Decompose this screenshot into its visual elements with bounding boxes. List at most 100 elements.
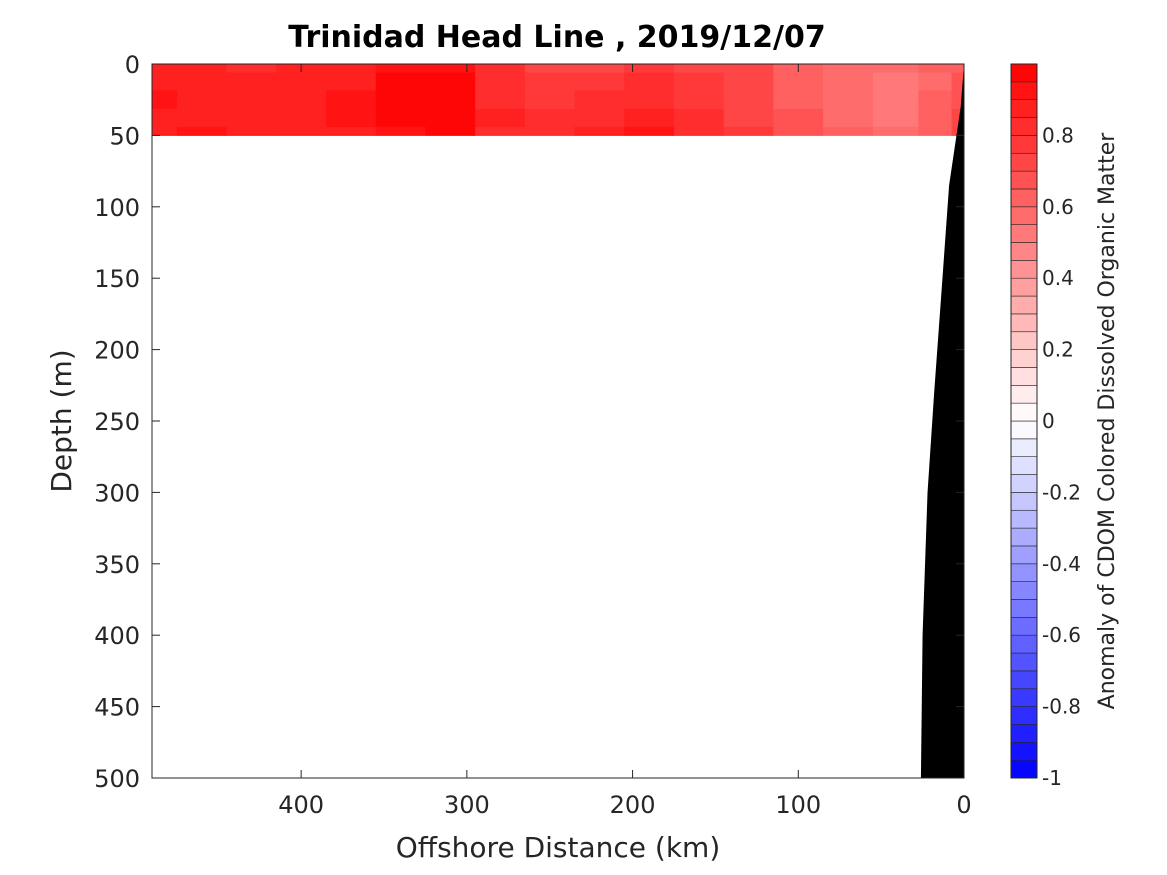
colorbar-level <box>1010 260 1038 279</box>
field-cell <box>524 72 576 91</box>
field-cell <box>176 72 228 91</box>
field-cell <box>475 64 526 74</box>
field-cell <box>524 126 576 136</box>
colorbar-level <box>1010 63 1038 83</box>
field-cell <box>674 126 725 136</box>
bathymetry-seafloor <box>920 64 964 778</box>
colorbar-level <box>1010 420 1038 440</box>
field-cell <box>176 126 228 136</box>
field-cell <box>524 90 576 110</box>
field-cell <box>918 72 953 91</box>
y-tick-label: 500 <box>94 765 140 793</box>
field-cell <box>524 108 576 128</box>
plot-area <box>151 63 965 779</box>
colorbar-level <box>1010 545 1038 565</box>
plot-background <box>152 64 964 778</box>
field-cell <box>425 126 476 136</box>
field-cell <box>872 126 919 136</box>
field-cell <box>951 64 965 74</box>
chart-title: Trinidad Head Line , 2019/12/07 <box>288 20 825 55</box>
colorbar-label: Anomaly of CDOM Colored Dissolved Organi… <box>1095 132 1120 710</box>
field-cell <box>723 108 774 128</box>
field-cell <box>276 126 327 136</box>
field-cell <box>674 108 725 128</box>
colorbar-tick-label: 0.2 <box>1042 338 1074 362</box>
colorbar-level <box>1010 724 1038 743</box>
colorbar-level <box>1010 759 1038 779</box>
x-tick-label: 0 <box>956 791 971 819</box>
field-cell <box>918 108 953 128</box>
field-cell <box>773 90 824 110</box>
colorbar-level <box>1010 331 1038 350</box>
colorbar-level <box>1010 670 1038 690</box>
colorbar-tick-label: 0.8 <box>1042 123 1074 147</box>
colorbar-level <box>1010 277 1038 297</box>
y-tick-label: 150 <box>94 265 140 293</box>
field-cell <box>574 108 625 128</box>
field-cell <box>152 126 178 136</box>
colorbar-level <box>1010 456 1038 475</box>
y-axis-label: Depth (m) <box>45 349 78 492</box>
field-cell <box>176 108 228 128</box>
field-cell <box>425 108 476 128</box>
colorbar-level <box>1010 492 1038 511</box>
colorbar-level <box>1010 617 1038 636</box>
field-cell <box>425 64 476 74</box>
field-cell <box>475 72 526 91</box>
colorbar-level <box>1010 581 1038 600</box>
x-axis-label: Offshore Distance (km) <box>396 831 721 864</box>
field-cell <box>226 126 277 136</box>
field-cell <box>823 72 874 91</box>
field-cell <box>326 108 377 128</box>
y-axis: 0 50 100 150 200 250 300 350 400 450 500 <box>94 51 964 793</box>
field-cell <box>773 108 824 128</box>
field-cell <box>226 90 277 110</box>
field-cell <box>226 108 277 128</box>
field-cell <box>475 108 526 128</box>
field-cell <box>425 72 476 91</box>
y-tick-label: 250 <box>94 408 140 436</box>
field-cell <box>326 72 377 91</box>
colorbar-tick-label: 0.6 <box>1042 195 1074 219</box>
colorbar-level <box>1010 438 1038 458</box>
colorbar-tick-label: -0.6 <box>1042 623 1081 647</box>
colorbar-level <box>1010 527 1038 547</box>
field-cell <box>674 90 725 110</box>
field-cell <box>152 90 178 110</box>
field-cell <box>918 126 953 136</box>
colorbar-level <box>1010 563 1038 582</box>
colorbar-levels <box>1010 63 1038 779</box>
field-cell <box>773 72 824 91</box>
field-cell <box>823 64 874 74</box>
colorbar-level <box>1010 349 1038 368</box>
field-cell <box>574 64 625 74</box>
colorbar-level <box>1010 474 1038 493</box>
field-cell <box>375 64 426 74</box>
field-cell <box>823 108 874 128</box>
field-cell <box>773 126 824 136</box>
colorbar-level <box>1010 652 1038 672</box>
colorbar-frame <box>1010 63 1038 779</box>
field-cell <box>574 72 625 91</box>
colorbar-level <box>1010 741 1038 761</box>
x-tick-label: 400 <box>278 791 324 819</box>
field-cell <box>276 72 327 91</box>
colorbar-level <box>1010 509 1038 529</box>
colorbar-level <box>1010 295 1038 315</box>
field-cell <box>326 126 377 136</box>
colorbar-level <box>1010 81 1038 100</box>
colorbar-tick-label: -0.8 <box>1042 695 1081 719</box>
colorbar-level <box>1010 170 1038 190</box>
field-cell <box>872 72 919 91</box>
field-cell <box>475 126 526 136</box>
colorbar: 0.8 0.6 0.4 0.2 0 -0.2 -0.4 -0.6 -0.8 -1 <box>1010 63 1081 790</box>
colorbar-ticks: 0.8 0.6 0.4 0.2 0 -0.2 -0.4 -0.6 -0.8 -1 <box>1042 123 1081 790</box>
colorbar-tick-label: -1 <box>1042 766 1062 790</box>
field-cell <box>176 64 228 74</box>
field-cell <box>872 108 919 128</box>
colorbar-level <box>1010 313 1038 333</box>
field-cell <box>276 90 327 110</box>
field-cell <box>375 90 426 110</box>
colorbar-level <box>1010 152 1038 172</box>
field-cell <box>624 72 675 91</box>
